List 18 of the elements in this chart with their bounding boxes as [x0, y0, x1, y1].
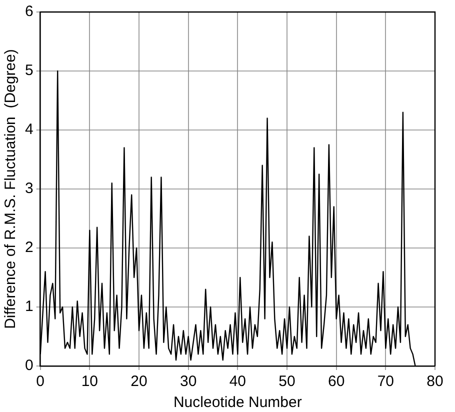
y-tick-label: 1: [25, 298, 34, 316]
x-tick-label: 30: [180, 373, 197, 390]
x-tick-label: 80: [426, 373, 444, 390]
x-tick-label: 0: [36, 373, 45, 390]
x-tick-label: 50: [278, 373, 296, 390]
x-tick-label: 20: [130, 373, 148, 390]
x-axis-title: Nucleotide Number: [173, 394, 302, 412]
y-tick-label: 3: [25, 180, 34, 198]
y-tick-label: 4: [25, 121, 34, 138]
x-tick-label: 60: [328, 373, 345, 390]
x-tick-label: 10: [81, 373, 98, 390]
y-tick-label: 5: [25, 62, 34, 80]
x-tick-label: 70: [377, 373, 394, 390]
y-tick-label: 2: [25, 239, 34, 256]
y-tick-label: 0: [25, 357, 34, 374]
y-axis-title: Difference of R.M.S. Fluctuation (Degree): [2, 49, 20, 329]
x-tick-label: 40: [229, 373, 246, 390]
y-tick-label: 6: [25, 3, 34, 20]
